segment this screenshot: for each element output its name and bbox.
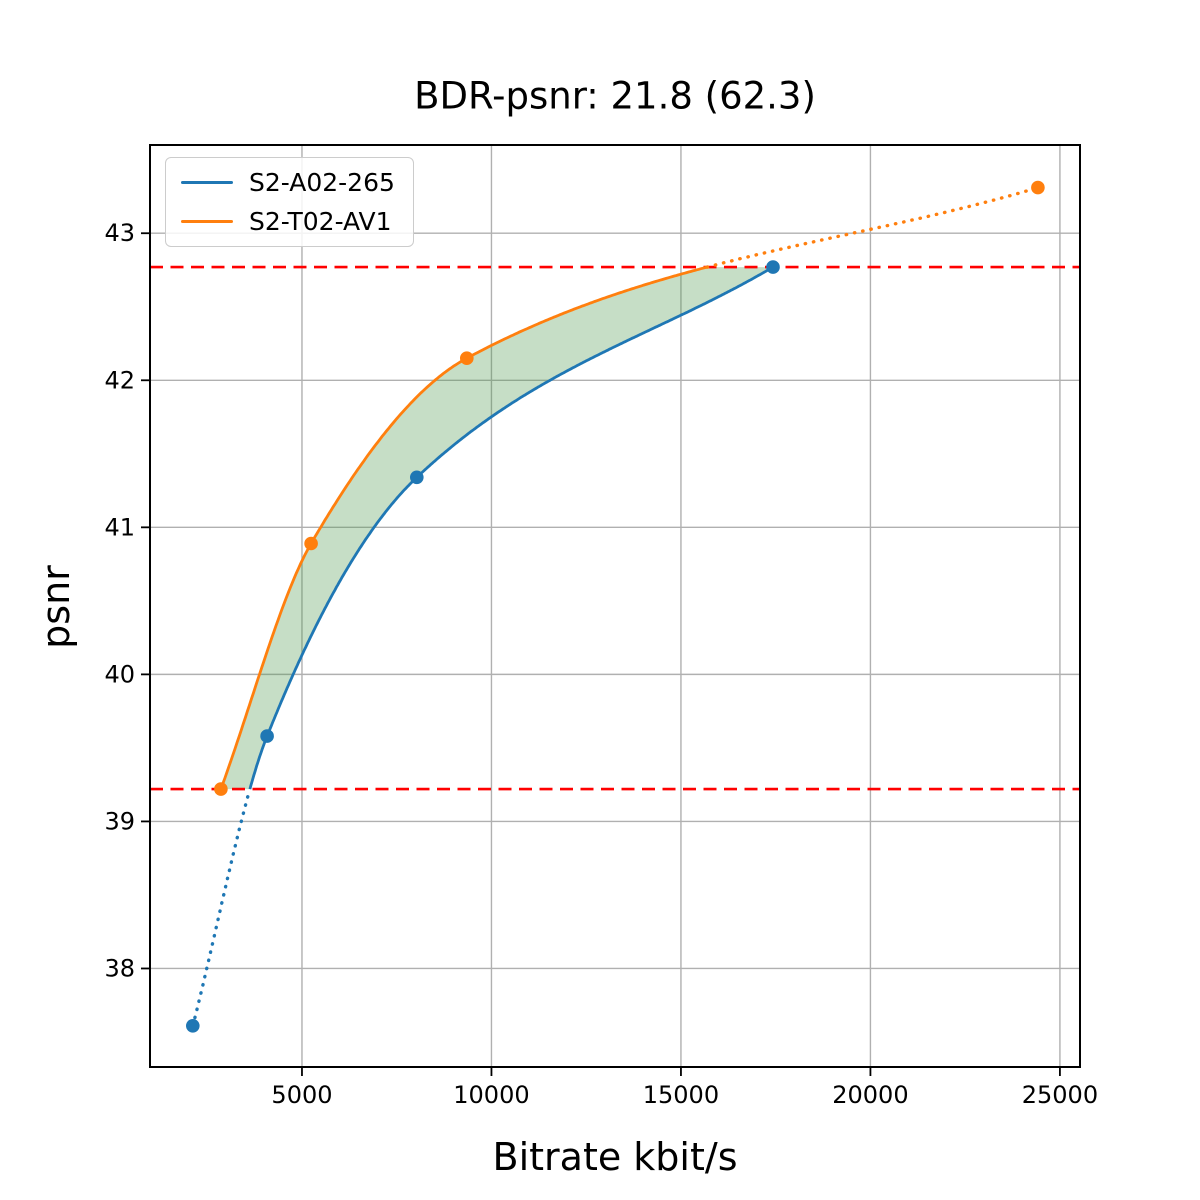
legend-label: S2-A02-265	[249, 168, 395, 197]
data-point-S2-T02-AV1-0	[214, 782, 228, 796]
data-point-S2-A02-265-1	[260, 729, 274, 743]
y-tick-label-43: 43	[104, 219, 135, 247]
data-point-S2-A02-265-2	[410, 470, 424, 485]
data-point-S2-T02-AV1-2	[460, 351, 474, 366]
chart-title: BDR-psnr: 21.8 (62.3)	[414, 74, 816, 118]
x-tick-label-10000: 10000	[453, 1081, 529, 1109]
y-tick-label-38: 38	[104, 954, 135, 982]
y-tick-label-40: 40	[104, 660, 135, 688]
x-tick-label-25000: 25000	[1022, 1081, 1098, 1109]
y-tick-label-42: 42	[104, 366, 135, 394]
legend: S2-A02-265 S2-T02-AV1	[165, 157, 414, 247]
curve-S2-T02-AV1-extrapolated	[705, 185, 1040, 269]
curve-S2-A02-265-extrapolated	[191, 787, 252, 1028]
x-tick-label-5000: 5000	[271, 1081, 332, 1109]
legend-label: S2-T02-AV1	[249, 206, 392, 236]
legend-item-s2-t02-av1: S2-T02-AV1	[181, 206, 395, 236]
data-point-S2-A02-265-3	[766, 260, 780, 274]
x-tick-label-15000: 15000	[643, 1081, 719, 1109]
fill-between-region	[220, 267, 773, 790]
y-tick-label-39: 39	[104, 807, 135, 835]
legend-line-sample-orange	[181, 219, 233, 223]
curve-S2-T02-AV1-solid	[219, 265, 708, 790]
legend-item-s2-a02-265: S2-A02-265	[181, 169, 395, 197]
y-tick-label-41: 41	[104, 513, 135, 541]
curve-S2-A02-265-solid	[248, 265, 774, 790]
data-point-S2-T02-AV1-3	[1031, 180, 1045, 195]
x-axis-label: Bitrate kbit/s	[492, 1135, 738, 1179]
axes-spines	[149, 144, 1081, 1068]
x-tick-label-20000: 20000	[832, 1081, 908, 1109]
y-axis-label: psnr	[34, 565, 78, 649]
legend-line-sample-blue	[181, 181, 233, 185]
data-point-S2-A02-265-0	[186, 1019, 200, 1033]
data-point-S2-T02-AV1-1	[304, 536, 318, 551]
